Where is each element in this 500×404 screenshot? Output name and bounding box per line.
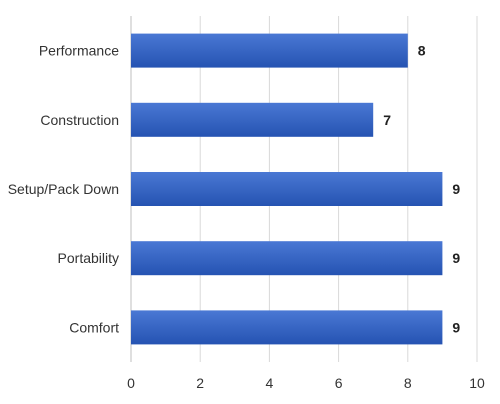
bar [131, 102, 374, 137]
x-tick-label: 6 [335, 375, 343, 391]
x-axis-tick-labels: 0 2 4 6 8 10 [127, 375, 485, 391]
category-labels: Performance Construction Setup/Pack Down Po… [8, 43, 119, 336]
x-tick-label: 8 [404, 375, 412, 391]
data-label: 9 [452, 319, 460, 335]
x-tick-label: 10 [469, 375, 485, 391]
bar [131, 310, 443, 345]
x-tick-label: 4 [266, 375, 274, 391]
category-label: Setup/Pack Down [8, 181, 119, 197]
data-label: 8 [418, 43, 426, 59]
bar [131, 172, 443, 206]
x-tick-label: 2 [196, 375, 204, 391]
category-label: Comfort [69, 319, 119, 335]
bar [131, 241, 443, 276]
data-labels: 8 7 9 9 9 [383, 43, 460, 336]
data-label: 9 [452, 250, 460, 266]
category-label: Portability [58, 250, 119, 266]
category-label: Construction [40, 112, 119, 128]
bar [131, 33, 408, 68]
category-label: Performance [39, 43, 119, 59]
data-label: 7 [383, 112, 391, 128]
bars [131, 33, 443, 345]
data-label: 9 [452, 181, 460, 197]
x-tick-label: 0 [127, 375, 135, 391]
